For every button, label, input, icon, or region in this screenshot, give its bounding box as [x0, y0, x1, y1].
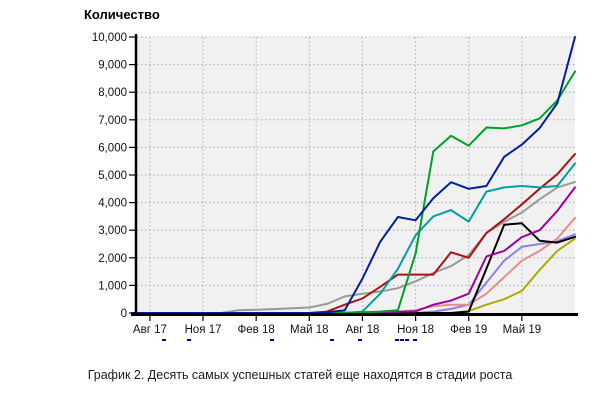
y-axis-tick-label: 10,000 — [92, 32, 127, 44]
x-axis-tick-label: Авг 18 — [345, 324, 379, 336]
y-axis-tick-label: 7,000 — [98, 115, 127, 127]
y-axis-tick-label: 8,000 — [98, 87, 127, 99]
x-axis-tick-label: Фев 18 — [238, 324, 275, 336]
clipped-legend-mark[interactable] — [162, 339, 166, 341]
clipped-legend-mark[interactable] — [400, 339, 404, 341]
chart-title: Количество — [84, 7, 160, 22]
y-axis-tick-label: 1,000 — [98, 280, 127, 292]
clipped-legend-mark[interactable] — [330, 339, 334, 341]
x-axis-tick-label: Ноя 18 — [397, 324, 434, 336]
clipped-legend-mark[interactable] — [358, 339, 362, 341]
y-axis-tick-label: 9,000 — [98, 60, 127, 72]
figure-caption: График 2. Десять самых успешных статей е… — [87, 368, 513, 382]
y-axis-tick-label: 6,000 — [98, 142, 127, 154]
clipped-legend-mark[interactable] — [413, 339, 417, 341]
x-axis-tick-label: Фев 19 — [450, 324, 487, 336]
line-chart: 0 1,000 2,000 3,000 4,000 5,000 6,000 7,000 8,00… — [92, 32, 578, 341]
x-axis-tick-label: Май 18 — [290, 324, 329, 336]
y-axis-tick-label: 2,000 — [98, 253, 127, 265]
y-axis-tick-label: 3,000 — [98, 225, 127, 237]
clipped-legend-mark[interactable] — [270, 339, 274, 341]
x-axis-tick-label: Май 19 — [503, 324, 542, 336]
y-axis-tick-label: 4,000 — [98, 198, 127, 210]
clipped-legend-mark[interactable] — [405, 339, 409, 341]
clipped-legend-mark[interactable] — [187, 339, 191, 341]
clipped-legend-mark[interactable] — [395, 339, 399, 341]
y-axis-tick-label: 0 — [121, 308, 127, 320]
x-axis-tick-label: Ноя 17 — [185, 324, 222, 336]
x-axis-tick-label: Авг 17 — [133, 324, 167, 336]
y-axis-tick-label: 5,000 — [98, 170, 127, 182]
